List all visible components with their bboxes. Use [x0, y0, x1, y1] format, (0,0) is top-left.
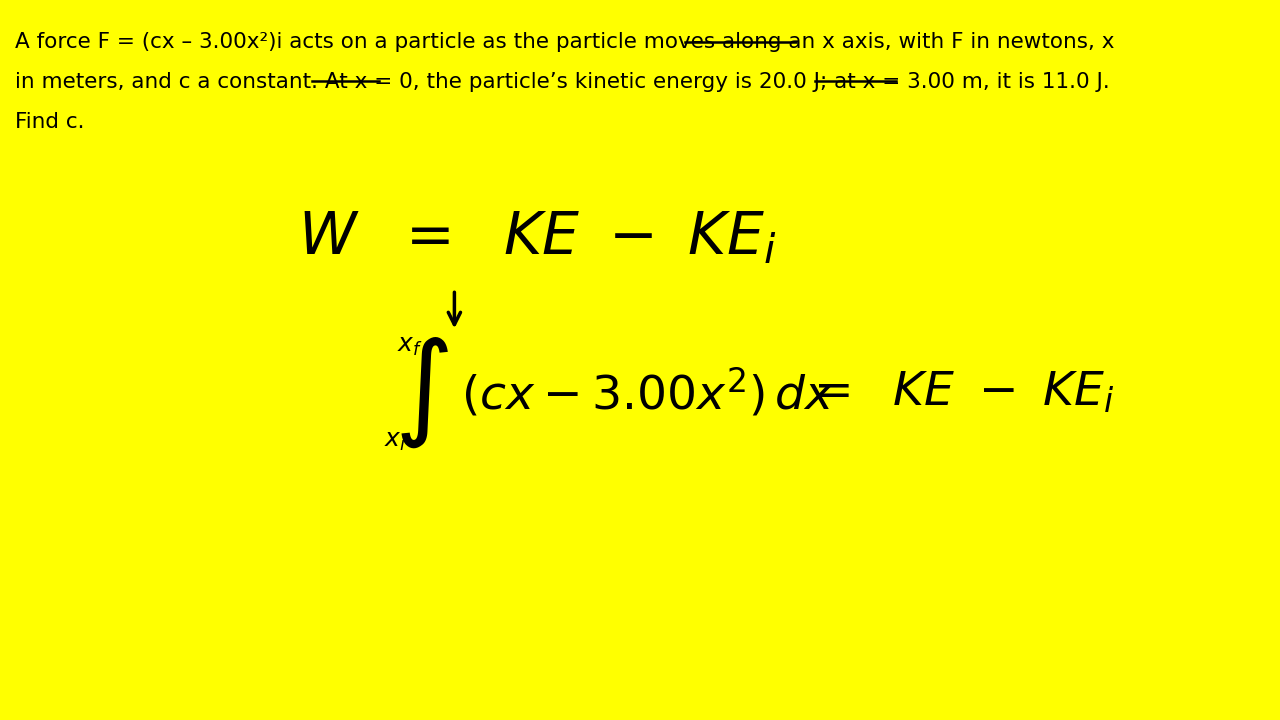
- Text: $x_f$: $x_f$: [397, 333, 422, 358]
- Text: $\int$: $\int$: [394, 335, 449, 450]
- Text: $W\ \ =\ \ KE\ -\ KE_i$: $W\ \ =\ \ KE\ -\ KE_i$: [298, 209, 777, 266]
- Text: in meters, and c a constant. At x = 0, the particle’s kinetic energy is 20.0 J; : in meters, and c a constant. At x = 0, t…: [15, 72, 1110, 92]
- Text: $(cx - 3.00x^2)\,dx$: $(cx - 3.00x^2)\,dx$: [461, 366, 835, 419]
- Text: Find c.: Find c.: [15, 112, 84, 132]
- Text: $x_i$: $x_i$: [384, 428, 406, 453]
- Text: $=\ \ KE\ -\ KE_i$: $=\ \ KE\ -\ KE_i$: [804, 369, 1114, 415]
- Text: A force F = (cx – 3.00x²)i acts on a particle as the particle moves along an x a: A force F = (cx – 3.00x²)i acts on a par…: [15, 32, 1115, 53]
